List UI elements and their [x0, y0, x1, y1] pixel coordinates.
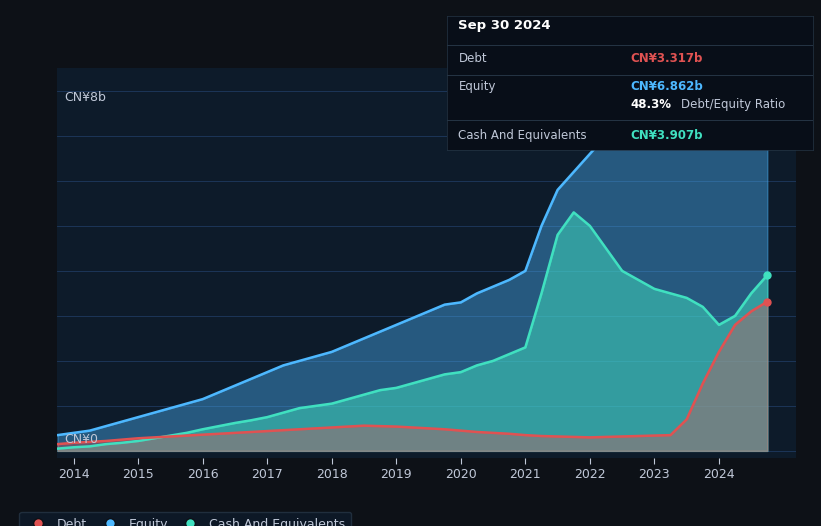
Text: Cash And Equivalents: Cash And Equivalents [458, 129, 587, 141]
Text: CN¥0: CN¥0 [64, 433, 98, 447]
Text: Debt/Equity Ratio: Debt/Equity Ratio [681, 98, 786, 111]
Text: CN¥6.862b: CN¥6.862b [631, 80, 703, 94]
Text: 48.3%: 48.3% [631, 98, 671, 111]
Text: CN¥3.317b: CN¥3.317b [631, 52, 703, 65]
Text: Debt: Debt [458, 52, 487, 65]
Text: Equity: Equity [458, 80, 496, 94]
Text: CN¥3.907b: CN¥3.907b [631, 129, 703, 141]
Legend: Debt, Equity, Cash And Equivalents: Debt, Equity, Cash And Equivalents [20, 511, 351, 526]
Text: Sep 30 2024: Sep 30 2024 [458, 18, 551, 32]
Text: CN¥8b: CN¥8b [64, 91, 106, 104]
